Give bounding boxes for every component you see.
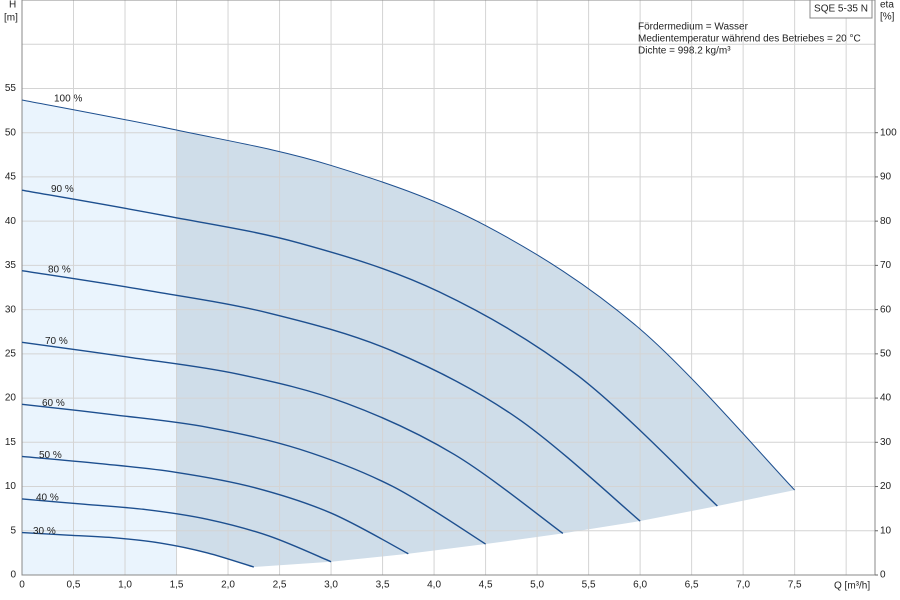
y-tick-label: 10 [5, 481, 17, 492]
y2-tick-label: 80 [880, 216, 892, 227]
x-tick-label: 7,0 [736, 580, 750, 591]
fill-layer [22, 99, 795, 575]
pump-curve [21, 531, 254, 568]
y2-axis-unit: [%] [880, 12, 895, 23]
x-tick-label: 0 [19, 580, 25, 591]
x-tick-label: 3,5 [376, 580, 390, 591]
x-tick-label: 6,5 [685, 580, 699, 591]
x-tick-label: 6,0 [633, 580, 647, 591]
x-tick-label: 1,0 [118, 580, 132, 591]
curve-label: 60 % [42, 398, 65, 409]
y-tick-label: 45 [5, 172, 17, 183]
y-tick-label: 25 [5, 348, 17, 359]
curve-label: 40 % [36, 493, 59, 504]
y2-tick-label: 10 [880, 525, 892, 536]
y2-tick-label: 20 [880, 481, 892, 492]
y2-tick-label: 90 [880, 172, 892, 183]
model-box [809, 0, 873, 19]
y2-axis-label: eta [880, 0, 894, 11]
x-tick-label: 3,0 [324, 580, 338, 591]
y-tick-label: 30 [5, 304, 17, 315]
curve-label: 90 % [51, 184, 74, 195]
curve-label: 80 % [48, 264, 71, 275]
pump-curve [21, 270, 641, 522]
x-tick-label: 2,0 [221, 580, 235, 591]
curve-label: 50 % [39, 450, 62, 461]
x-tick-label: 5,5 [582, 580, 596, 591]
annotation: Medientemperatur während des Betriebes =… [638, 34, 861, 45]
y-axis-unit: [m] [4, 13, 18, 24]
y2-tick-label: 70 [880, 260, 892, 271]
y-tick-label: 20 [5, 393, 17, 404]
y-tick-label: 50 [5, 127, 17, 138]
y2-tick-label: 0 [880, 570, 886, 581]
y2-tick-label: 30 [880, 437, 892, 448]
line-layer [21, 99, 796, 568]
pump-curve [21, 455, 409, 555]
y2-tick-label: 40 [880, 393, 892, 404]
y-tick-label: 55 [5, 83, 17, 94]
plot-frame [21, 0, 876, 576]
x-tick-label: 0,5 [67, 580, 81, 591]
pump-curve [21, 99, 796, 491]
model-label: SQE 5-35 N [814, 4, 868, 15]
x-tick-label: 2,5 [273, 580, 287, 591]
x-tick-label: 4,0 [427, 580, 441, 591]
pump-curve [21, 189, 718, 507]
pump-curve [21, 403, 486, 545]
x-tick-label: 5,0 [530, 580, 544, 591]
x-tick-label: 4,5 [479, 580, 493, 591]
x-tick-label: 1,5 [170, 580, 184, 591]
y-tick-label: 5 [10, 525, 16, 536]
annotation: Fördermedium = Wasser [638, 22, 749, 33]
annotation: Dichte = 998.2 kg/m³ [638, 46, 731, 57]
y2-tick-label: 60 [880, 304, 892, 315]
y-axis-label: H [9, 0, 16, 11]
y-tick-label: 15 [5, 437, 17, 448]
pump-curve [21, 341, 564, 534]
pump-curve [21, 498, 332, 563]
x-tick-label: 7,5 [788, 580, 802, 591]
curve-label: 30 % [33, 526, 56, 537]
curve-label: 100 % [54, 94, 82, 105]
y-tick-label: 35 [5, 260, 17, 271]
curve-label: 70 % [45, 336, 68, 347]
x-axis-label: Q [m³/h] [834, 581, 870, 592]
light-area [22, 99, 177, 575]
y2-tick-label: 100 [880, 127, 897, 138]
y-tick-label: 40 [5, 216, 17, 227]
y2-tick-label: 50 [880, 348, 892, 359]
y-tick-label: 0 [10, 570, 16, 581]
grid-layer [21, 0, 876, 576]
